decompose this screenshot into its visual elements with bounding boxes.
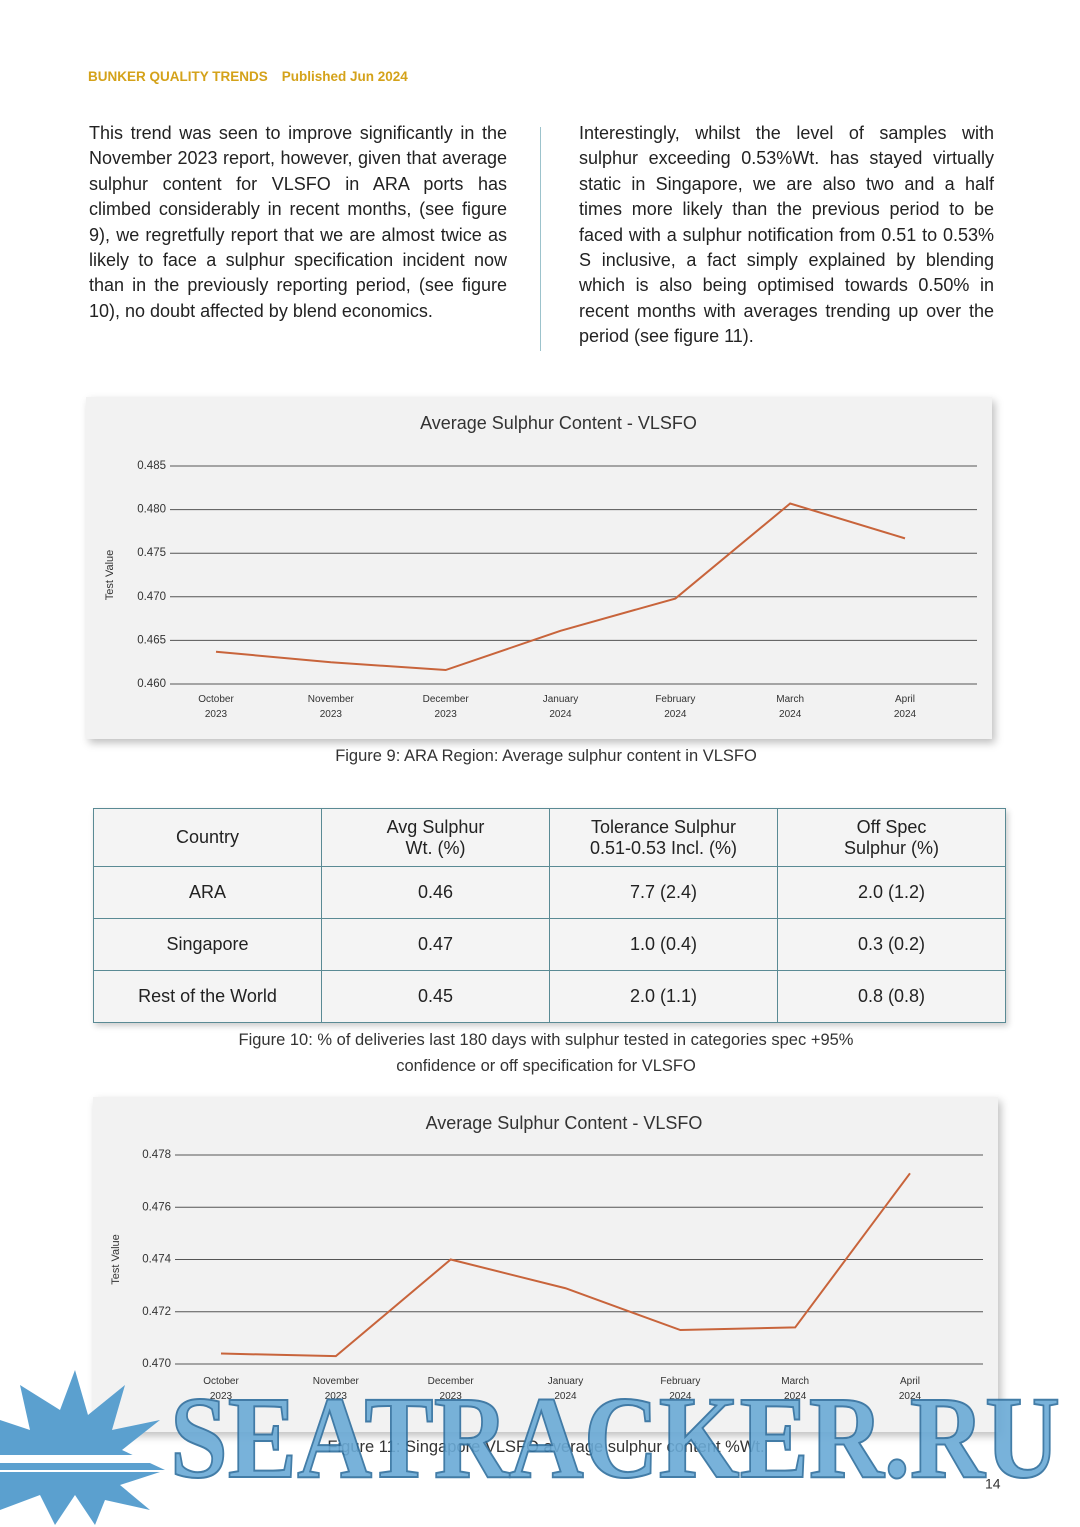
y-tick-label: 0.470 xyxy=(142,1358,171,1370)
header-line: 0.51-0.53 Incl. (%) xyxy=(589,837,738,858)
x-tick-label: February 2024 xyxy=(655,694,695,720)
header-title: BUNKER QUALITY TRENDS xyxy=(88,69,268,84)
cell: ARA xyxy=(93,866,322,919)
header-line: Avg Sulphur xyxy=(386,816,485,837)
y-tick-label: 0.478 xyxy=(142,1149,171,1161)
y-tick-label: 0.460 xyxy=(137,678,166,690)
cell: 0.8 (0.8) xyxy=(777,970,1006,1023)
x-tick-label: March 2024 xyxy=(781,1376,809,1402)
table: Country Avg Sulphur Wt. (%) Tolerance Sulph… xyxy=(93,808,1006,1023)
watermark: SEATRACKER.RU 14 xyxy=(0,1370,1061,1525)
caption: Figure 11: Singapore VLSFO average sulph… xyxy=(327,1438,765,1456)
caption-line: confidence or off specification for VLSF… xyxy=(396,1057,696,1075)
header-line: Tolerance Sulphur xyxy=(590,816,737,837)
column-header: Tolerance Sulphur 0.51-0.53 Incl. (%) xyxy=(549,808,778,867)
line xyxy=(220,1172,911,1358)
published: Published Jun 2024 xyxy=(281,69,408,84)
cell: 1.0 (0.4) xyxy=(549,918,778,971)
x-tick-label: November 2023 xyxy=(308,694,355,720)
y-tick-label: 0.472 xyxy=(142,1306,171,1318)
y-axis-label: Test Value xyxy=(110,1234,122,1285)
column-header: Country xyxy=(93,808,322,867)
x-tick-label: January 2024 xyxy=(548,1376,584,1402)
y-tick-label: 0.480 xyxy=(137,504,166,516)
x-tick-label: February 2024 xyxy=(660,1376,700,1402)
caption: Figure 10: % of deliveries last 180 days… xyxy=(146,1027,946,1079)
chart: Average Sulphur Content - VLSFO Test Valu… xyxy=(93,1097,998,1432)
x-tick-label: April 2024 xyxy=(899,1376,922,1402)
cell: 0.3 (0.2) xyxy=(777,918,1006,971)
paragraph: Interestingly, whilst the level of sampl… xyxy=(579,123,994,347)
header-line: Sulphur (%) xyxy=(843,837,940,858)
cell: Singapore xyxy=(93,918,322,971)
header-line: Off Spec xyxy=(856,816,927,837)
y-tick-label: 0.470 xyxy=(137,591,166,603)
cell: 0.47 xyxy=(321,918,550,971)
cell: 2.0 (1.2) xyxy=(777,866,1006,919)
x-tick-label: April 2024 xyxy=(894,694,917,720)
x-tick-label: December 2023 xyxy=(423,694,470,720)
cell: 0.45 xyxy=(321,970,550,1023)
paragraph: This trend was seen to improve significa… xyxy=(89,123,507,321)
x-tick-label: November 2023 xyxy=(313,1376,360,1402)
cell: Rest of the World xyxy=(93,970,322,1023)
cell: 7.7 (2.4) xyxy=(549,866,778,919)
chart-title: Average Sulphur Content - VLSFO xyxy=(420,413,697,433)
cell: 0.46 xyxy=(321,866,550,919)
y-axis-label: Test Value xyxy=(104,550,116,601)
y-tick-label: 0.465 xyxy=(137,634,166,646)
x-tick-label: January 2024 xyxy=(543,694,579,720)
line xyxy=(215,502,906,672)
y-tick-label: 0.485 xyxy=(137,460,166,472)
y-tick-label: 0.476 xyxy=(142,1201,171,1213)
column-header: Off Spec Sulphur (%) xyxy=(777,808,1006,867)
chart: Average Sulphur Content - VLSFO Test Valu… xyxy=(86,397,992,739)
row: ARA 0.46 7.7 (2.4) 2.0 (1.2) xyxy=(93,866,1006,919)
header-line: Wt. (%) xyxy=(405,837,466,858)
y-tick-label: 0.475 xyxy=(137,547,166,559)
divider xyxy=(540,127,541,351)
row: Singapore 0.47 1.0 (0.4) 0.3 (0.2) xyxy=(93,918,1006,971)
y-tick-label: 0.474 xyxy=(142,1254,171,1266)
x-tick-label: March 2024 xyxy=(776,694,804,720)
caption: Figure 9: ARA Region: Average sulphur co… xyxy=(335,747,757,765)
cell: 2.0 (1.1) xyxy=(549,970,778,1023)
header-line: Country xyxy=(175,827,240,847)
x-tick-label: October 2023 xyxy=(203,1376,239,1402)
row: Rest of the World 0.45 2.0 (1.1) 0.8 (0.8) xyxy=(93,970,1006,1023)
page-number: 14 xyxy=(985,1476,1001,1492)
x-tick-label: October 2023 xyxy=(198,694,234,720)
x-tick-label: December 2023 xyxy=(428,1376,475,1402)
header-row: Country Avg Sulphur Wt. (%) Tolerance Sulph… xyxy=(93,808,1006,867)
header: BUNKER QUALITY TRENDS Published Jun 2024 xyxy=(88,69,408,84)
watermark-text: SEATRACKER.RU xyxy=(170,1372,1060,1503)
watermark-logo xyxy=(0,1370,165,1525)
caption-line: Figure 10: % of deliveries last 180 days… xyxy=(238,1031,854,1049)
column-header: Avg Sulphur Wt. (%) xyxy=(321,808,550,867)
chart-title: Average Sulphur Content - VLSFO xyxy=(426,1113,703,1133)
